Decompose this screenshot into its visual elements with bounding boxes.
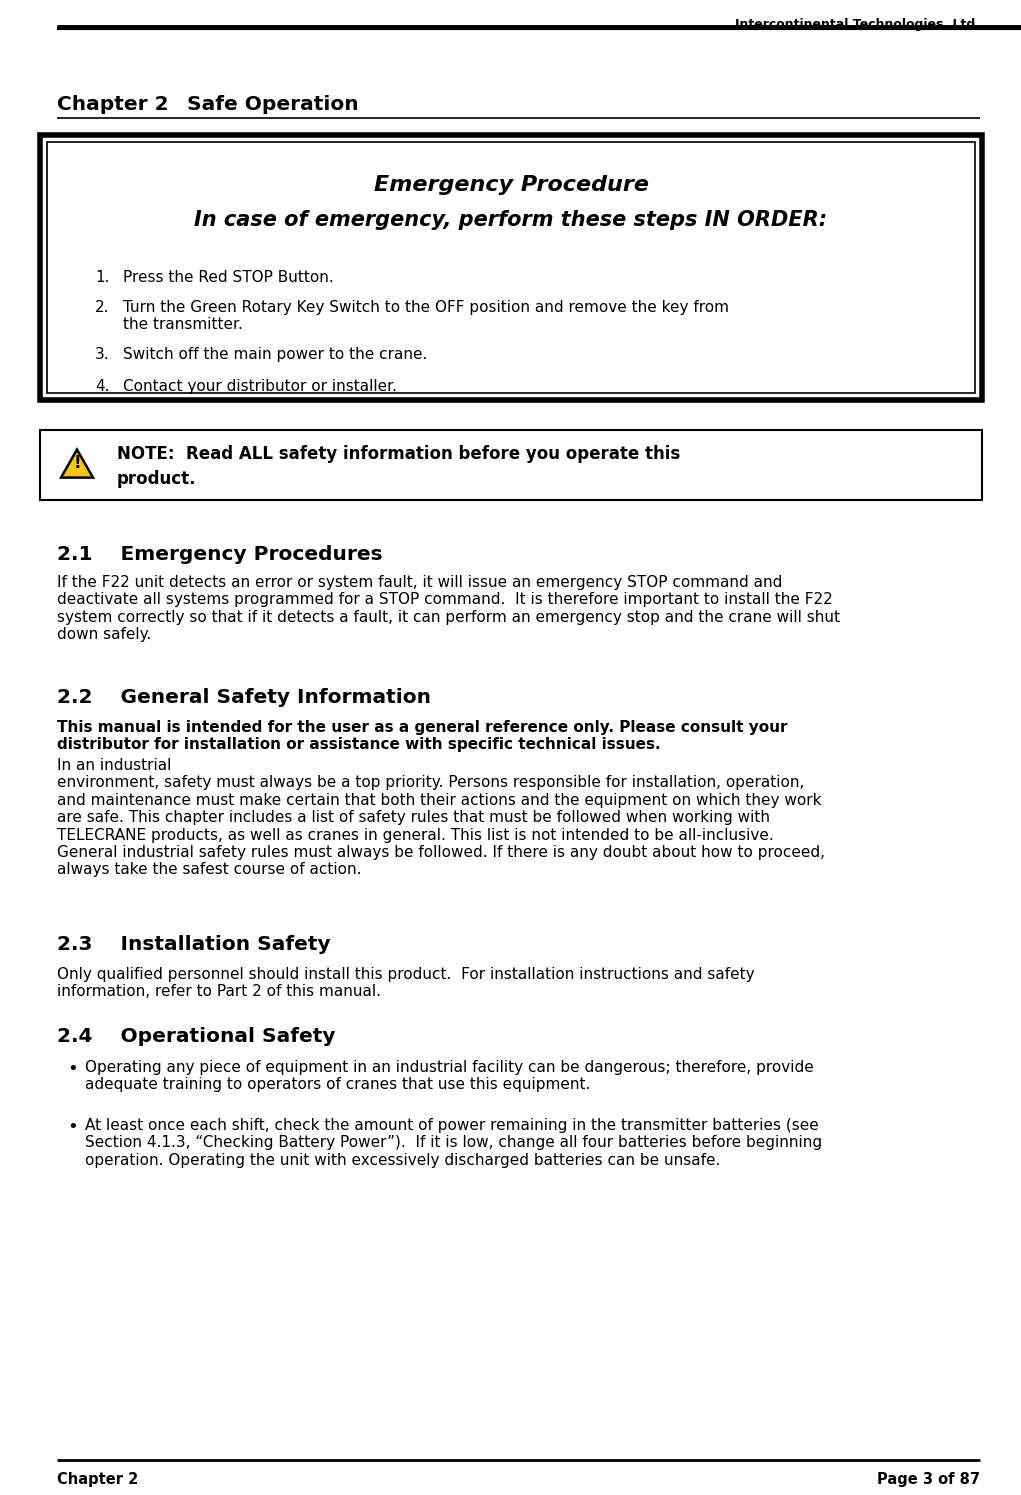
Text: In an industrial
environment, safety must always be a top priority. Persons resp: In an industrial environment, safety mus… <box>57 758 825 878</box>
Text: If the F22 unit detects an error or system fault, it will issue an emergency STO: If the F22 unit detects an error or syst… <box>57 576 840 643</box>
Text: Contact your distributor or installer.: Contact your distributor or installer. <box>123 380 397 395</box>
Bar <box>47 142 975 393</box>
Polygon shape <box>61 450 93 477</box>
Text: 4.: 4. <box>95 380 109 395</box>
Text: NOTE:  Read ALL safety information before you operate this: NOTE: Read ALL safety information before… <box>117 446 680 463</box>
Text: product.: product. <box>117 469 196 487</box>
Text: Page 3 of 87: Page 3 of 87 <box>877 1473 980 1488</box>
Text: 2.1    Emergency Procedures: 2.1 Emergency Procedures <box>57 546 383 564</box>
Text: Intercontinental Technologies, Ltd.: Intercontinental Technologies, Ltd. <box>735 18 980 31</box>
Text: !: ! <box>74 454 81 472</box>
Text: 1.: 1. <box>95 271 109 286</box>
Text: Only qualified personnel should install this product.  For installation instruct: Only qualified personnel should install … <box>57 967 755 999</box>
Text: 2.4    Operational Safety: 2.4 Operational Safety <box>57 1027 336 1046</box>
Text: Switch off the main power to the crane.: Switch off the main power to the crane. <box>123 347 428 362</box>
Bar <box>40 431 982 499</box>
Text: This manual is intended for the user as a general reference only. Please consult: This manual is intended for the user as … <box>57 721 787 752</box>
Text: 3.: 3. <box>95 347 109 362</box>
Text: 2.3    Installation Safety: 2.3 Installation Safety <box>57 934 331 954</box>
Text: •: • <box>67 1060 78 1078</box>
Text: 2.: 2. <box>95 300 109 315</box>
Text: Turn the Green Rotary Key Switch to the OFF position and remove the key from
the: Turn the Green Rotary Key Switch to the … <box>123 300 729 332</box>
Text: Safe Operation: Safe Operation <box>187 96 358 114</box>
Text: Operating any piece of equipment in an industrial facility can be dangerous; the: Operating any piece of equipment in an i… <box>85 1060 814 1093</box>
Text: Chapter 2: Chapter 2 <box>57 1473 138 1488</box>
Bar <box>40 135 982 401</box>
Text: Press the Red STOP Button.: Press the Red STOP Button. <box>123 271 334 286</box>
Text: At least once each shift, check the amount of power remaining in the transmitter: At least once each shift, check the amou… <box>85 1118 822 1168</box>
Text: 2.2    General Safety Information: 2.2 General Safety Information <box>57 688 431 707</box>
Text: In case of emergency, perform these steps IN ORDER:: In case of emergency, perform these step… <box>194 209 828 230</box>
Text: Chapter 2: Chapter 2 <box>57 96 168 114</box>
Text: Emergency Procedure: Emergency Procedure <box>374 175 648 194</box>
Text: •: • <box>67 1118 78 1136</box>
